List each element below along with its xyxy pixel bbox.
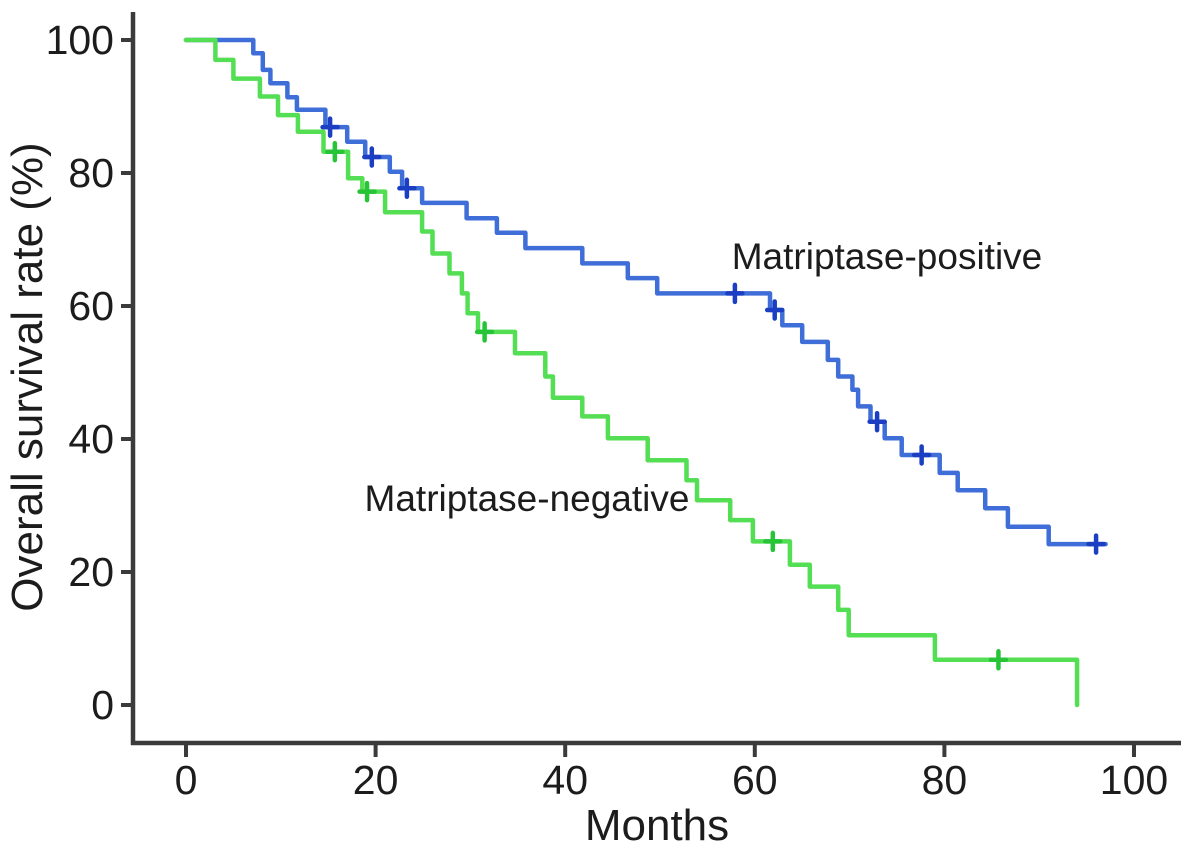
y-tick-label: 80 [68, 150, 114, 196]
censor-mark-positive [397, 177, 417, 200]
censor-mark-positive [725, 282, 745, 305]
censor-mark-negative [325, 140, 345, 163]
censor-mark-positive [362, 146, 382, 168]
x-tick-label: 80 [922, 757, 968, 803]
censor-mark-positive [764, 299, 785, 321]
censor-mark-positive [911, 444, 932, 466]
censor-mark-positive [867, 410, 887, 433]
y-tick-label: 40 [68, 416, 114, 462]
censor-mark-positive [320, 116, 340, 138]
x-tick-label: 20 [353, 757, 399, 803]
y-tick-label: 20 [68, 549, 114, 595]
survival-curve-positive [183, 37, 1108, 547]
censor-mark-negative [474, 321, 495, 343]
survival-curve-negative [183, 37, 1080, 708]
censor-mark-negative [988, 649, 1009, 671]
y-tick-label: 60 [68, 283, 114, 329]
x-tick-label: 0 [175, 757, 198, 803]
censor-mark-negative [357, 180, 377, 203]
y-axis-title: Overall survival rate (%) [3, 142, 52, 611]
y-tick-label: 100 [46, 17, 114, 63]
censor-mark-positive [1086, 533, 1106, 555]
x-axis-title: Months [585, 801, 729, 850]
plot-area: 0 20 40 60 80 100 0 20 40 60 80 100 [46, 12, 1181, 803]
x-tick-label: 60 [732, 757, 778, 803]
series-label-negative: Matriptase-negative [365, 478, 690, 519]
y-tick-label: 0 [91, 682, 114, 728]
x-tick-label: 40 [542, 757, 588, 803]
series-label-positive: Matriptase-positive [732, 236, 1043, 277]
x-tick-label: 100 [1100, 757, 1168, 803]
censor-mark-negative [763, 530, 783, 553]
